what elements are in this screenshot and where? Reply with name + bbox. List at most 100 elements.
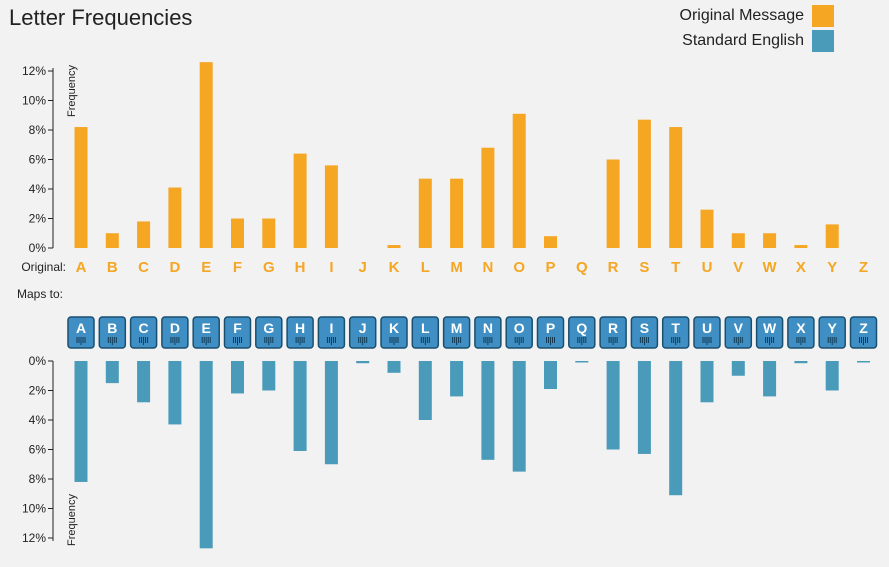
bar-original-o bbox=[512, 113, 526, 249]
bar-standard-p bbox=[544, 361, 557, 390]
key-letter: D bbox=[170, 320, 180, 336]
key-d[interactable]: D bbox=[161, 316, 189, 349]
original-letter-x: X bbox=[796, 259, 806, 276]
key-ticks-icon bbox=[702, 337, 712, 345]
bar-standard-m bbox=[450, 361, 464, 397]
key-m[interactable]: M bbox=[442, 316, 471, 349]
key-w[interactable]: W bbox=[755, 316, 784, 349]
original-letter-r: R bbox=[608, 259, 619, 276]
original-letter-h: H bbox=[295, 259, 306, 276]
key-i[interactable]: I bbox=[317, 316, 346, 349]
bar-original-a bbox=[74, 127, 88, 248]
key-ticks-icon bbox=[233, 337, 242, 345]
key-cap bbox=[599, 316, 627, 349]
key-letter: K bbox=[389, 320, 399, 336]
key-h[interactable]: H bbox=[286, 316, 314, 349]
original-letter-a: A bbox=[76, 259, 87, 276]
key-ticks-icon bbox=[639, 337, 649, 345]
original-letter-i: I bbox=[329, 259, 333, 276]
key-n[interactable]: N bbox=[474, 316, 502, 349]
bar-standard-h bbox=[293, 361, 307, 451]
key-ticks-icon bbox=[264, 337, 274, 345]
standard-bars bbox=[74, 361, 870, 549]
key-k[interactable]: K bbox=[380, 316, 408, 349]
key-letter: S bbox=[640, 320, 649, 336]
key-letter: O bbox=[514, 320, 525, 336]
original-letter-g: G bbox=[263, 259, 275, 276]
key-s[interactable]: S bbox=[630, 316, 659, 349]
key-ticks-icon bbox=[326, 337, 336, 345]
original-letter-o: O bbox=[513, 259, 525, 276]
key-cap bbox=[755, 316, 784, 349]
key-cap bbox=[630, 316, 659, 349]
key-cap bbox=[568, 316, 596, 349]
bar-standard-v bbox=[731, 361, 745, 376]
original-letter-z: Z bbox=[859, 259, 868, 276]
key-cap bbox=[67, 316, 95, 349]
bottom-tick-label: 10% bbox=[22, 502, 46, 516]
key-o[interactable]: O bbox=[505, 316, 533, 349]
key-x[interactable]: X bbox=[787, 316, 815, 349]
top-tick-label: 6% bbox=[29, 153, 47, 167]
key-cap bbox=[693, 316, 721, 349]
bar-original-v bbox=[731, 233, 745, 248]
key-r[interactable]: R bbox=[599, 316, 627, 349]
key-ticks-icon bbox=[139, 337, 149, 345]
key-ticks-icon bbox=[295, 337, 305, 345]
key-e[interactable]: E bbox=[192, 316, 220, 349]
key-f[interactable]: F bbox=[223, 316, 252, 349]
top-tick-label: 4% bbox=[29, 182, 47, 196]
key-letter: U bbox=[702, 320, 712, 336]
original-letter-row: A B C D E F G H I J K L M N O P Q R S T U V W X Y Z bbox=[76, 259, 869, 276]
key-ticks-icon bbox=[358, 337, 368, 345]
bar-standard-d bbox=[168, 361, 182, 425]
bottom-tick-label: 12% bbox=[22, 531, 46, 545]
original-letter-d: D bbox=[169, 259, 180, 276]
key-letter: B bbox=[107, 320, 117, 336]
original-letter-f: F bbox=[233, 259, 242, 276]
key-ticks-icon bbox=[389, 337, 399, 345]
key-t[interactable]: T bbox=[661, 316, 690, 349]
key-a[interactable]: A bbox=[67, 316, 95, 349]
bar-original-d bbox=[168, 187, 182, 248]
bottom-y-axis-label: Frequency bbox=[66, 494, 78, 546]
key-j[interactable]: J bbox=[348, 316, 377, 349]
legend-swatch-original bbox=[812, 5, 834, 27]
key-ticks-icon bbox=[201, 337, 211, 345]
bar-standard-k bbox=[387, 361, 401, 373]
key-cap bbox=[255, 316, 283, 349]
key-cap bbox=[129, 316, 158, 349]
key-g[interactable]: G bbox=[255, 316, 283, 349]
key-v[interactable]: V bbox=[724, 316, 753, 349]
original-letter-b: B bbox=[107, 259, 118, 276]
key-cap bbox=[98, 316, 127, 349]
top-y-axis-label: Frequency bbox=[66, 65, 78, 117]
original-letter-w: W bbox=[763, 259, 778, 276]
bar-original-r bbox=[606, 159, 620, 248]
bar-original-t bbox=[669, 127, 683, 248]
key-c[interactable]: C bbox=[129, 316, 158, 349]
key-letter: E bbox=[202, 320, 211, 336]
maps-to-label: Maps to: bbox=[17, 287, 63, 301]
key-ticks-icon bbox=[671, 337, 681, 345]
key-ticks-icon bbox=[170, 337, 180, 345]
key-ticks-icon bbox=[577, 337, 587, 345]
bar-standard-b bbox=[105, 361, 119, 384]
key-z[interactable]: Z bbox=[849, 316, 878, 349]
key-cap bbox=[724, 316, 753, 349]
key-b[interactable]: B bbox=[98, 316, 127, 349]
bar-standard-g bbox=[262, 361, 276, 391]
key-l[interactable]: L bbox=[411, 316, 440, 349]
legend-item-original: Original Message bbox=[640, 4, 834, 28]
original-bars bbox=[74, 62, 839, 249]
key-q[interactable]: Q bbox=[568, 316, 596, 349]
key-p[interactable]: P bbox=[536, 316, 565, 349]
key-y[interactable]: Y bbox=[818, 316, 846, 349]
bar-standard-n bbox=[481, 361, 495, 460]
key-cap bbox=[849, 316, 878, 349]
key-ticks-icon bbox=[859, 337, 868, 345]
key-cap bbox=[348, 316, 377, 349]
key-u[interactable]: U bbox=[693, 316, 721, 349]
key-cap bbox=[661, 316, 690, 349]
bar-standard-t bbox=[669, 361, 683, 496]
